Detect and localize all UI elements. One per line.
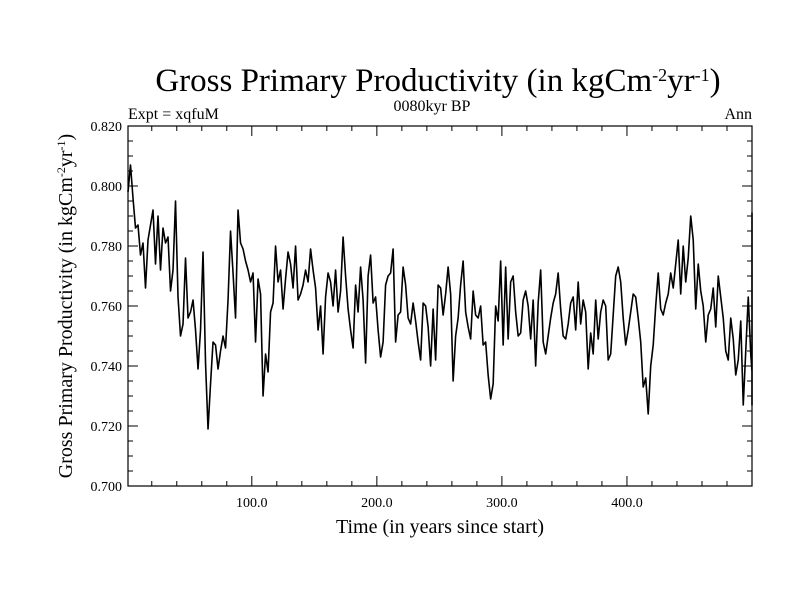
y-tick-label: 0.780 bbox=[91, 240, 123, 255]
series-line-gpp bbox=[127, 164, 753, 430]
x-axis-ticks: 100.0 200.0 300.0 400.0 bbox=[151, 126, 728, 511]
x-tick-label: 200.0 bbox=[361, 496, 393, 511]
y-tick-label: 0.820 bbox=[91, 120, 123, 135]
y-axis-ticks: 0.700 0.720 0.740 0.760 0.780 0.800 0.820 bbox=[91, 120, 752, 495]
period-label: 0080kyr BP bbox=[394, 98, 471, 115]
y-tick-label: 0.720 bbox=[91, 420, 123, 435]
x-tick-label: 300.0 bbox=[486, 496, 518, 511]
y-tick-label: 0.740 bbox=[91, 360, 123, 375]
plot-frame bbox=[127, 125, 753, 487]
x-tick-label: 400.0 bbox=[611, 496, 643, 511]
experiment-label: Expt = xqfuM bbox=[128, 106, 219, 123]
y-axis-title: Gross Primary Productivity (in kgCm-2yr-… bbox=[54, 134, 77, 478]
x-axis-title: Time (in years since start) bbox=[336, 516, 544, 538]
chart-title: Gross Primary Productivity (in kgCm-2yr-… bbox=[155, 63, 720, 99]
season-label: Ann bbox=[724, 106, 752, 123]
y-tick-label: 0.760 bbox=[91, 300, 123, 315]
y-tick-label: 0.700 bbox=[91, 480, 123, 495]
x-tick-label: 100.0 bbox=[236, 496, 268, 511]
y-tick-label: 0.800 bbox=[91, 180, 123, 195]
